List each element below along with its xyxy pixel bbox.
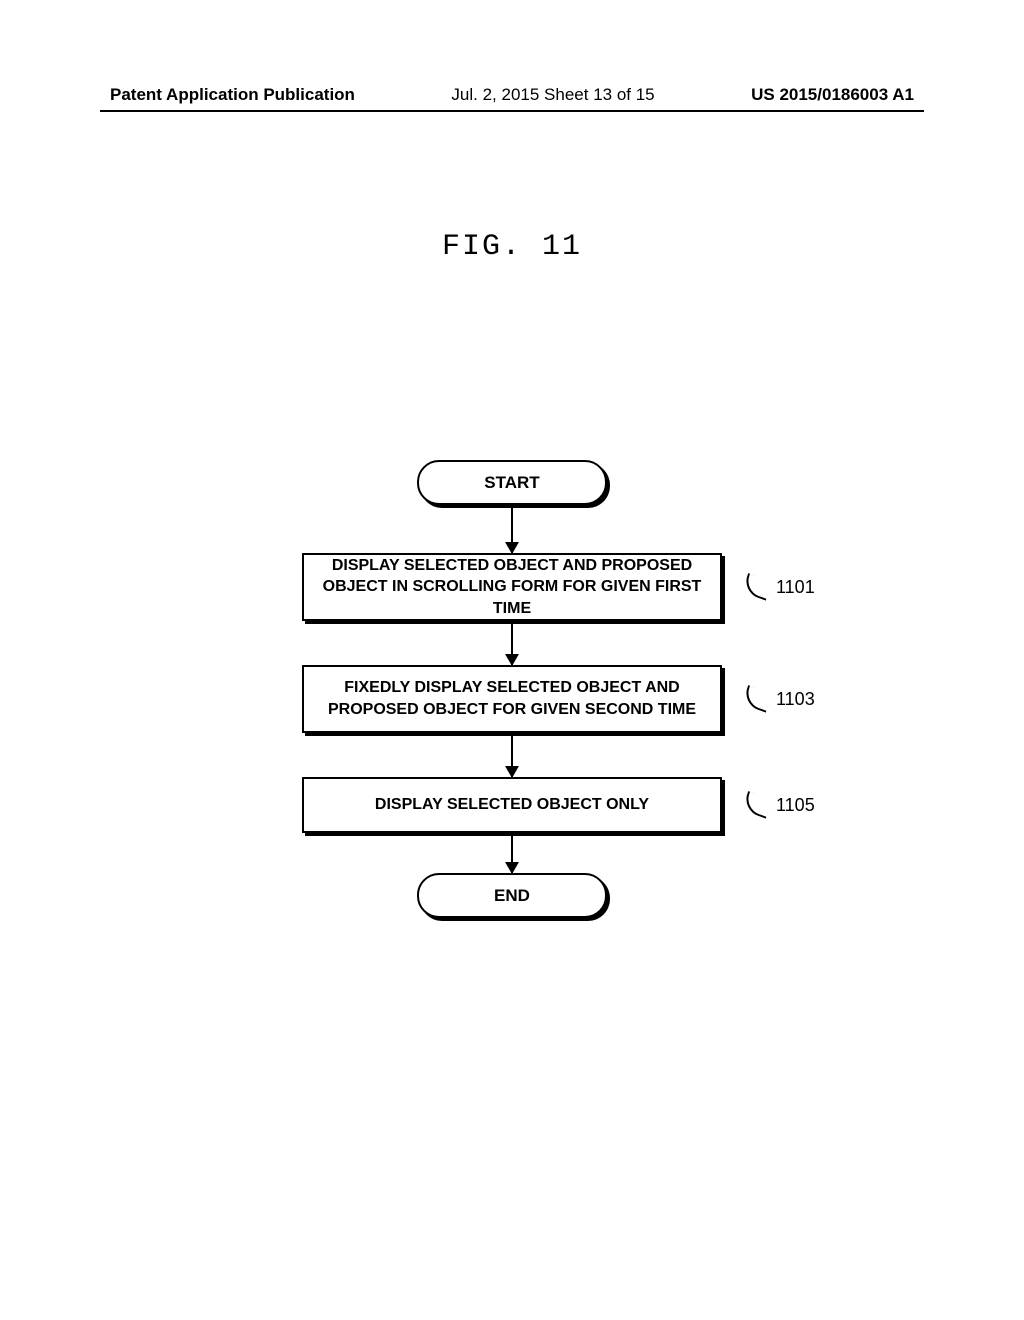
process-step-2-label: FIXEDLY DISPLAY SELECTED OBJECT AND PROP… bbox=[314, 677, 710, 720]
header-right: US 2015/0186003 A1 bbox=[751, 85, 914, 105]
ref-1105: 1105 bbox=[744, 793, 815, 817]
arrow-4-wrap bbox=[0, 833, 1024, 873]
ref-1101: 1101 bbox=[744, 575, 815, 599]
start-terminator: START bbox=[417, 460, 607, 505]
ref-curve-icon bbox=[741, 791, 772, 819]
ref-curve-icon bbox=[741, 573, 772, 601]
end-terminator: END bbox=[417, 873, 607, 918]
arrow-4 bbox=[511, 833, 514, 873]
arrow-1-wrap bbox=[0, 505, 1024, 553]
page-header: Patent Application Publication Jul. 2, 2… bbox=[0, 85, 1024, 105]
header-center: Jul. 2, 2015 Sheet 13 of 15 bbox=[451, 85, 654, 105]
page: Patent Application Publication Jul. 2, 2… bbox=[0, 0, 1024, 1320]
process-step-1: DISPLAY SELECTED OBJECT AND PROPOSED OBJ… bbox=[302, 553, 722, 621]
flowchart: START DISPLAY SELECTED OBJECT AND PROPOS… bbox=[0, 460, 1024, 918]
arrow-3 bbox=[511, 733, 514, 777]
figure-title: FIG. 11 bbox=[0, 230, 1024, 264]
arrow-3-wrap bbox=[0, 733, 1024, 777]
header-left: Patent Application Publication bbox=[110, 85, 355, 105]
ref-1101-text: 1101 bbox=[776, 575, 815, 599]
arrow-2-wrap bbox=[0, 621, 1024, 665]
header-rule bbox=[100, 110, 924, 112]
end-label: END bbox=[494, 886, 530, 906]
process-step-3-label: DISPLAY SELECTED OBJECT ONLY bbox=[375, 794, 649, 816]
start-label: START bbox=[484, 473, 539, 493]
ref-1103-text: 1103 bbox=[776, 687, 815, 711]
process-step-2: FIXEDLY DISPLAY SELECTED OBJECT AND PROP… bbox=[302, 665, 722, 733]
process-step-3: DISPLAY SELECTED OBJECT ONLY 1105 bbox=[302, 777, 722, 833]
ref-1105-text: 1105 bbox=[776, 793, 815, 817]
ref-1103: 1103 bbox=[744, 687, 815, 711]
arrow-2 bbox=[511, 621, 514, 665]
process-step-1-label: DISPLAY SELECTED OBJECT AND PROPOSED OBJ… bbox=[314, 555, 710, 620]
ref-curve-icon bbox=[741, 685, 772, 713]
arrow-1 bbox=[511, 505, 514, 553]
